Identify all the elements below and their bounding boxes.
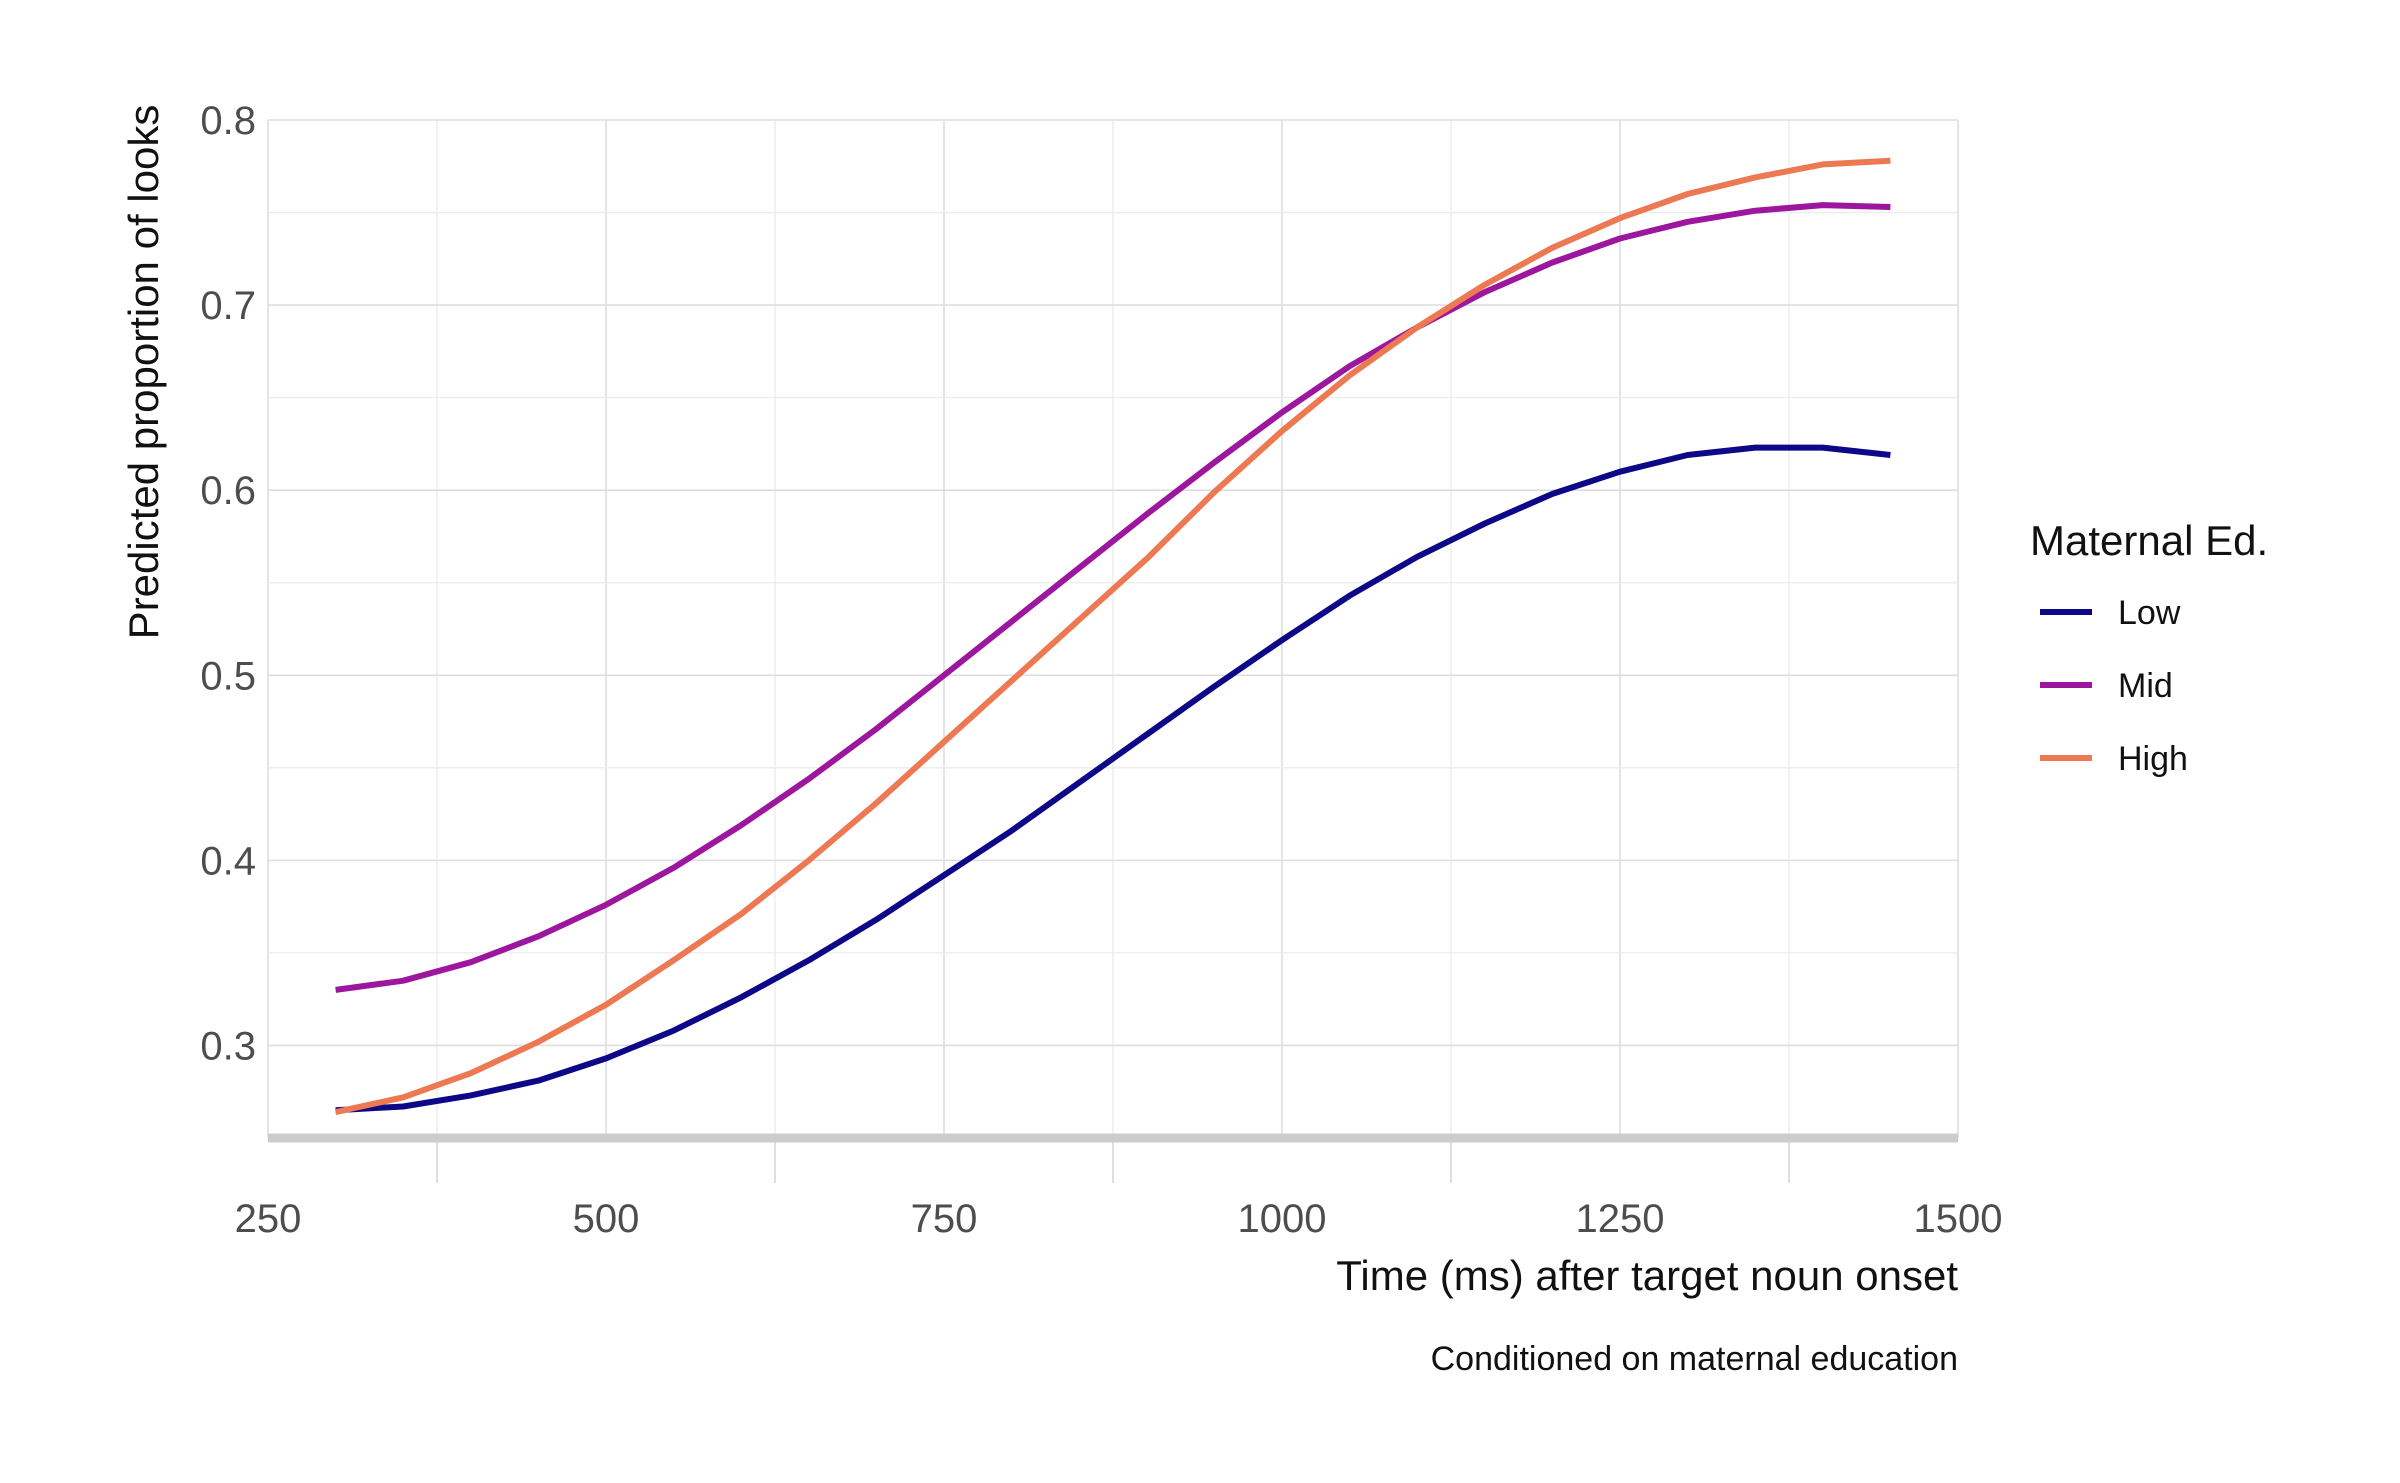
series-line-low (335, 444, 1891, 1114)
legend-label: Low (2118, 594, 2181, 632)
x-tick-label: 500 (573, 1197, 640, 1241)
series-line-mid (335, 202, 1891, 993)
y-axis-title: Predicted proportion of looks (120, 105, 167, 640)
grid-lines (267, 119, 1959, 1183)
legend-title: Maternal Ed. (2030, 517, 2268, 564)
legend-label: Mid (2118, 667, 2173, 705)
x-tick-label: 750 (911, 1197, 978, 1241)
legend-items: Low Mid High (2040, 594, 2188, 778)
x-axis-title: Time (ms) after target noun onset (1336, 1252, 1958, 1299)
x-tick-label: 250 (235, 1197, 302, 1241)
tick-labels: 250 500 750 1000 1250 1500 0.3 0.4 0.5 0.6 0.7 0.8 (200, 99, 2002, 1241)
x-tick-label: 1250 (1576, 1197, 1665, 1241)
series-lines (334, 157, 1891, 1116)
legend: Maternal Ed. Low Mid High (2030, 517, 2268, 778)
legend-item-low: Low (2040, 594, 2181, 632)
series-line-high (334, 157, 1891, 1116)
legend-item-mid: Mid (2040, 667, 2173, 705)
y-tick-label: 0.6 (200, 469, 256, 513)
y-tick-label: 0.4 (200, 839, 256, 883)
x-tick-label: 1500 (1914, 1197, 2003, 1241)
y-tick-label: 0.5 (200, 654, 256, 698)
y-tick-label: 0.8 (200, 99, 256, 143)
legend-label: High (2118, 740, 2188, 778)
y-tick-label: 0.3 (200, 1024, 256, 1068)
y-tick-label: 0.7 (200, 284, 256, 328)
chart-caption: Conditioned on maternal education (1431, 1340, 1958, 1378)
legend-item-high: High (2040, 740, 2188, 778)
x-tick-label: 1000 (1238, 1197, 1327, 1241)
